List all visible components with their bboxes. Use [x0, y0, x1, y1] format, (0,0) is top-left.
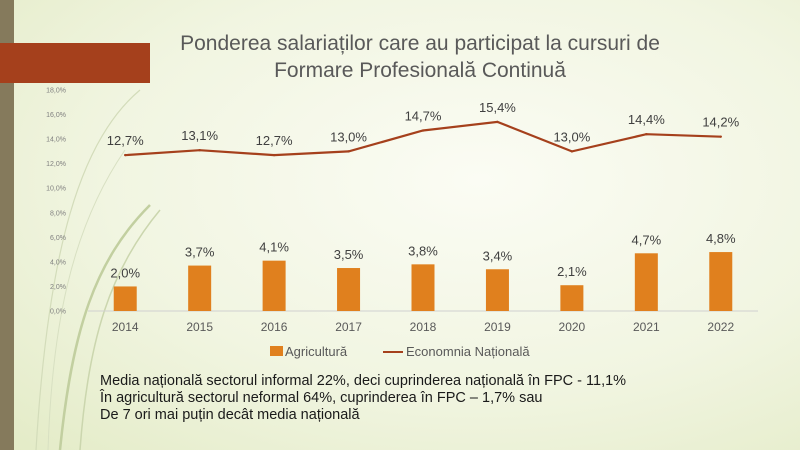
- line-data-label: 14,2%: [702, 115, 739, 130]
- x-tick-label: 2016: [261, 320, 288, 334]
- line-data-label: 12,7%: [107, 133, 144, 148]
- line-data-label: 13,1%: [181, 128, 218, 143]
- y-tick-label: 4,0%: [50, 259, 66, 266]
- legend-swatch-agricultura: [270, 346, 283, 356]
- y-tick-label: 0,0%: [50, 309, 66, 316]
- legend: Agricultură Economnia Națională: [270, 344, 530, 359]
- bar-data-label: 3,4%: [483, 248, 513, 263]
- bar-data-label: 3,7%: [185, 245, 215, 260]
- line-point-economia-2015: [198, 148, 201, 152]
- line-point-economia-2017: [347, 150, 350, 153]
- caption-line-2: În agricultură sectorul neformal 64%, cu…: [100, 390, 543, 406]
- line-point-economia-2020: [570, 150, 574, 153]
- legend-label-economia: Economnia Națională: [406, 344, 530, 359]
- y-tick-label: 18,0%: [46, 88, 66, 95]
- bar-agricultura-2019: [485, 269, 509, 311]
- bar-data-label: 4,8%: [706, 231, 736, 246]
- x-axis-ticks: 2014 2015 2016 2017 2018 2019 2020 2021 2022: [112, 320, 735, 334]
- y-tick-label: 8,0%: [50, 210, 66, 217]
- bar-data-label: 3,5%: [334, 247, 364, 262]
- x-tick-label: 2022: [707, 320, 734, 334]
- bar-series: [113, 252, 733, 311]
- caption-line-1: Media națională sectorul informal 22%, d…: [100, 373, 627, 389]
- y-tick-label: 12,0%: [46, 161, 66, 168]
- line-data-label: 15,4%: [479, 100, 516, 115]
- x-tick-label: 2019: [484, 320, 511, 334]
- line-point-economia-2021: [645, 133, 648, 136]
- line-data-label: 13,0%: [553, 129, 590, 144]
- chart-title-line-1: Ponderea salariaților care au participat…: [180, 32, 660, 55]
- bar-agricultura-2022: [709, 252, 733, 311]
- bar-agricultura-2020: [560, 285, 584, 311]
- line-point-economia-2014: [124, 153, 127, 157]
- y-tick-label: 10,0%: [46, 186, 66, 193]
- x-tick-label: 2015: [186, 320, 213, 334]
- legend-label-agricultura: Agricultură: [285, 344, 348, 359]
- bar-agricultura-2017: [337, 268, 361, 311]
- bar-data-label: 4,1%: [259, 240, 289, 255]
- y-axis-ticks: 0,0% 2,0% 4,0% 6,0% 8,0% 10,0% 12,0% 14,0% 16,0%…: [46, 88, 66, 316]
- chart: 0,0% 2,0% 4,0% 6,0% 8,0% 10,0% 12,0% 14,0% 16,0%…: [46, 88, 758, 359]
- y-tick-label: 16,0%: [46, 112, 66, 119]
- y-tick-label: 6,0%: [50, 235, 66, 242]
- accent-bar: [0, 43, 150, 83]
- bar-agricultura-2014: [113, 286, 137, 311]
- side-strip: [0, 0, 14, 450]
- bar-data-labels: 2,0% 3,7% 4,1% 3,5% 3,8% 3,4% 2,1% 4,7% 4,8%: [110, 231, 736, 280]
- line-data-label: 13,0%: [330, 129, 367, 144]
- bar-agricultura-2016: [262, 260, 286, 311]
- x-tick-label: 2021: [633, 320, 660, 334]
- line-point-economia-2018: [421, 129, 425, 132]
- line-data-label: 14,4%: [628, 112, 665, 127]
- x-tick-label: 2014: [112, 320, 139, 334]
- bar-data-label: 3,8%: [408, 243, 438, 258]
- y-tick-label: 2,0%: [50, 284, 66, 291]
- x-tick-label: 2020: [559, 320, 586, 334]
- line-data-label: 14,7%: [405, 109, 442, 124]
- caption: Media națională sectorul informal 22%, d…: [100, 373, 626, 424]
- chart-title: Ponderea salariaților care au participat…: [120, 30, 720, 84]
- x-tick-label: 2017: [335, 320, 362, 334]
- line-point-economia-2022: [719, 135, 722, 138]
- bar-data-label: 4,7%: [632, 232, 662, 247]
- bar-data-label: 2,0%: [110, 265, 140, 280]
- line-point-economia-2019: [496, 120, 499, 124]
- line-data-label: 12,7%: [256, 133, 293, 148]
- bar-agricultura-2021: [634, 253, 658, 311]
- line-point-economia-2016: [272, 153, 276, 157]
- bar-agricultura-2015: [188, 265, 212, 311]
- caption-line-3: De 7 ori mai puțin decât media națională: [100, 407, 360, 423]
- line-data-labels: 12,7% 13,1% 12,7% 13,0% 14,7% 15,4% 13,0% 14,4%…: [107, 100, 740, 157]
- y-tick-label: 14,0%: [46, 137, 66, 144]
- chart-title-line-2: Formare Profesională Continuă: [274, 59, 566, 82]
- bar-agricultura-2018: [411, 264, 435, 311]
- bar-data-label: 2,1%: [557, 264, 587, 279]
- x-tick-label: 2018: [410, 320, 437, 334]
